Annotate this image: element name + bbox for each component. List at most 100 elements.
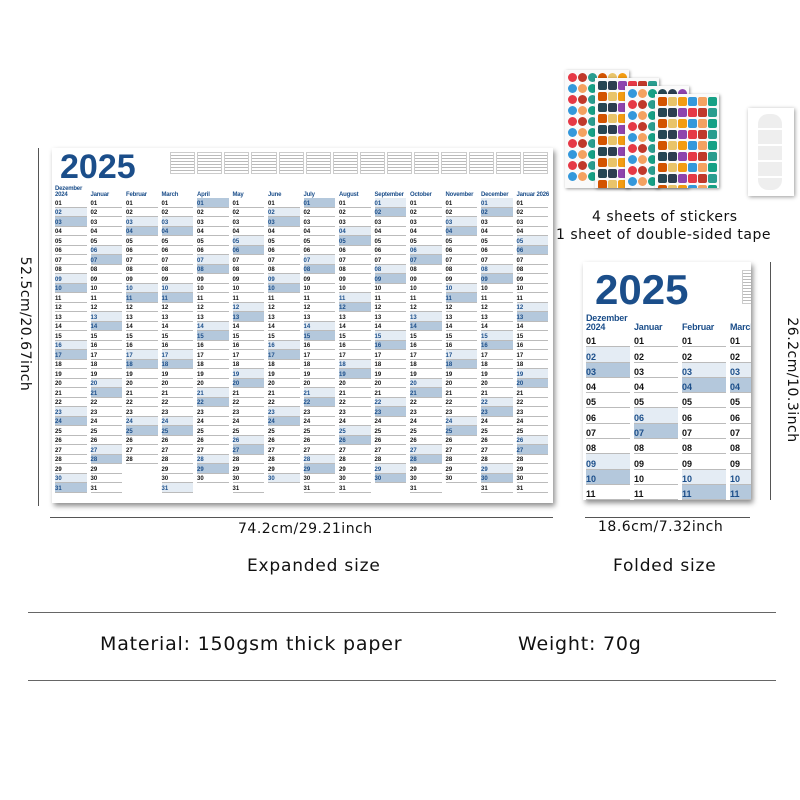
- day-row[interactable]: 30: [481, 473, 513, 483]
- day-row[interactable]: 16: [445, 341, 477, 350]
- day-row[interactable]: 22: [339, 398, 371, 407]
- day-row[interactable]: 23: [126, 407, 158, 417]
- day-row[interactable]: 30: [410, 474, 442, 483]
- day-row[interactable]: 02: [268, 207, 300, 217]
- day-row[interactable]: 25: [232, 426, 264, 436]
- day-row[interactable]: 16: [55, 340, 87, 350]
- day-row[interactable]: 17: [445, 350, 477, 360]
- day-row[interactable]: 22: [481, 397, 513, 407]
- day-row[interactable]: 02: [634, 347, 678, 363]
- day-row[interactable]: 19: [374, 369, 406, 379]
- day-row[interactable]: 21: [268, 388, 300, 398]
- day-row[interactable]: 01: [161, 198, 193, 208]
- day-row[interactable]: 20: [516, 378, 548, 388]
- day-row[interactable]: 10: [481, 284, 513, 293]
- day-row[interactable]: 24: [516, 417, 548, 426]
- day-row[interactable]: 02: [303, 208, 335, 217]
- day-row[interactable]: 27: [55, 445, 87, 455]
- day-row[interactable]: 10: [90, 284, 122, 293]
- day-row[interactable]: 15: [303, 331, 335, 341]
- day-row[interactable]: 11: [126, 293, 158, 303]
- day-row[interactable]: 18: [232, 360, 264, 369]
- day-row[interactable]: 10: [634, 470, 678, 485]
- day-row[interactable]: 01: [126, 198, 158, 208]
- day-row[interactable]: 14: [197, 321, 229, 331]
- day-row[interactable]: 23: [232, 407, 264, 417]
- day-row[interactable]: 16: [268, 340, 300, 350]
- day-row[interactable]: 11: [481, 293, 513, 303]
- day-row[interactable]: 15: [516, 331, 548, 341]
- day-row[interactable]: 05: [634, 393, 678, 409]
- day-row[interactable]: 17: [339, 350, 371, 360]
- day-row[interactable]: 22: [516, 398, 548, 407]
- day-row[interactable]: 01: [682, 332, 726, 348]
- day-row[interactable]: 12: [126, 303, 158, 312]
- day-row[interactable]: 18: [303, 360, 335, 369]
- day-row[interactable]: 25: [161, 426, 193, 436]
- day-row[interactable]: 26: [197, 436, 229, 445]
- day-row[interactable]: 01: [481, 198, 513, 208]
- day-row[interactable]: 25: [197, 426, 229, 436]
- day-row[interactable]: 14: [90, 321, 122, 331]
- day-row[interactable]: 11: [303, 293, 335, 303]
- day-row[interactable]: 07: [232, 255, 264, 265]
- day-row[interactable]: 04: [268, 227, 300, 236]
- day-row[interactable]: 11: [634, 485, 678, 500]
- day-row[interactable]: 29: [55, 464, 87, 474]
- day-row[interactable]: 11: [374, 293, 406, 303]
- day-row[interactable]: 23: [303, 407, 335, 417]
- day-row[interactable]: 13: [268, 312, 300, 322]
- day-row[interactable]: 28: [410, 454, 442, 464]
- day-row[interactable]: 23: [268, 407, 300, 417]
- day-row[interactable]: 04: [516, 227, 548, 236]
- day-row[interactable]: 16: [197, 341, 229, 350]
- day-row[interactable]: 30: [232, 474, 264, 483]
- day-row[interactable]: 13: [303, 312, 335, 322]
- day-row[interactable]: 22: [374, 397, 406, 407]
- day-row[interactable]: 23: [481, 407, 513, 417]
- day-row[interactable]: 17: [55, 350, 87, 360]
- day-row[interactable]: 01: [445, 198, 477, 208]
- day-row[interactable]: 14: [161, 322, 193, 331]
- day-row[interactable]: 10: [445, 283, 477, 293]
- day-row[interactable]: 03: [481, 217, 513, 227]
- day-row[interactable]: 17: [374, 350, 406, 360]
- day-row[interactable]: 06: [410, 245, 442, 255]
- day-row[interactable]: 30: [268, 473, 300, 483]
- day-row[interactable]: 06: [586, 408, 630, 424]
- day-row[interactable]: 24: [339, 417, 371, 426]
- day-row[interactable]: 17: [197, 350, 229, 360]
- day-row[interactable]: 09: [303, 274, 335, 284]
- day-row[interactable]: 08: [303, 264, 335, 274]
- day-row[interactable]: 11: [90, 293, 122, 303]
- day-row[interactable]: 02: [197, 208, 229, 217]
- day-row[interactable]: 29: [268, 464, 300, 474]
- day-row[interactable]: 10: [55, 283, 87, 293]
- day-row[interactable]: 04: [90, 227, 122, 236]
- day-row[interactable]: 28: [374, 455, 406, 464]
- day-row[interactable]: 02: [339, 208, 371, 217]
- day-row[interactable]: 15: [161, 331, 193, 341]
- day-row[interactable]: 21: [197, 388, 229, 398]
- day-row[interactable]: 06: [126, 246, 158, 255]
- day-row[interactable]: 04: [586, 378, 630, 394]
- day-row[interactable]: 29: [374, 464, 406, 474]
- day-row[interactable]: 13: [126, 312, 158, 322]
- day-row[interactable]: 08: [339, 265, 371, 274]
- day-row[interactable]: 22: [161, 398, 193, 407]
- day-row[interactable]: 07: [55, 255, 87, 265]
- day-row[interactable]: 05: [516, 236, 548, 246]
- day-row[interactable]: 29: [90, 464, 122, 474]
- day-row[interactable]: 05: [126, 236, 158, 246]
- day-row[interactable]: 07: [90, 255, 122, 265]
- day-row[interactable]: 05: [410, 236, 442, 246]
- day-row[interactable]: 09: [197, 274, 229, 284]
- day-row[interactable]: 02: [586, 347, 630, 363]
- day-row[interactable]: 16: [303, 341, 335, 350]
- day-row[interactable]: 05: [374, 236, 406, 246]
- day-row[interactable]: 25: [516, 426, 548, 436]
- day-row[interactable]: 11: [730, 484, 751, 500]
- day-row[interactable]: 16: [90, 341, 122, 350]
- day-row[interactable]: 25: [481, 426, 513, 436]
- day-row[interactable]: 15: [197, 331, 229, 341]
